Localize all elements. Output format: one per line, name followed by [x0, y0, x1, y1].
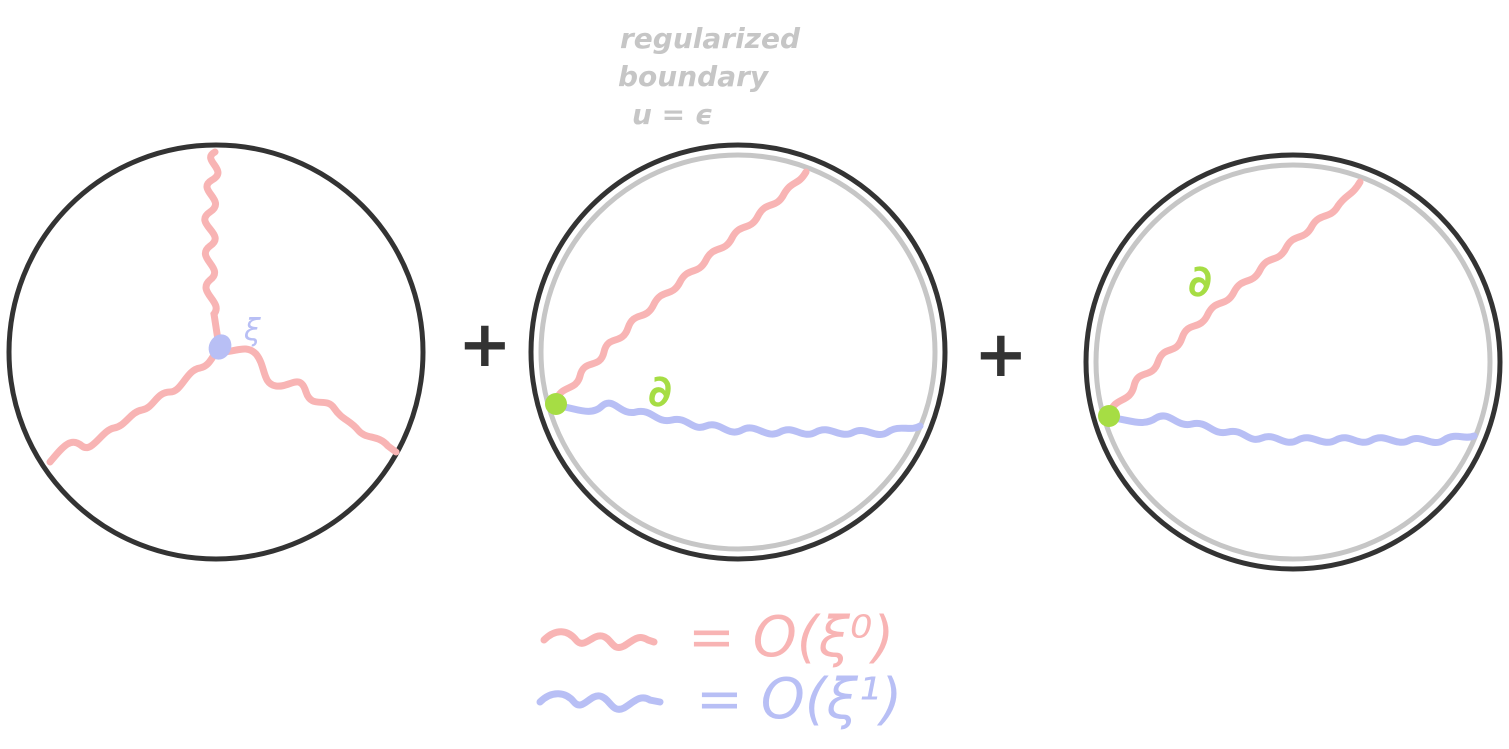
- green-derivative-mark: ∂: [648, 366, 672, 417]
- regularized-boundary-circle: [538, 152, 938, 552]
- red-propagator: [1106, 178, 1364, 418]
- legend-red-squiggle: [540, 628, 658, 651]
- red-propagator-left: [46, 346, 222, 466]
- blue-propagator: [1106, 412, 1478, 447]
- red-propagator: [552, 168, 810, 406]
- diagram-bulk-vertex: ξ: [6, 142, 426, 562]
- plus-operator-1: +: [458, 308, 512, 382]
- legend-red-text: = O(ξ⁰): [688, 605, 894, 670]
- vertex-xi-label: ξ: [243, 313, 261, 348]
- legend-blue-squiggle: [536, 690, 664, 713]
- green-insertion-dot: [545, 393, 567, 415]
- boundary-circle: [6, 142, 426, 562]
- red-propagator-up: [201, 148, 222, 344]
- regularized-boundary-circle: [1093, 162, 1493, 562]
- plus-operator-2: +: [974, 318, 1028, 392]
- regularized-boundary-annotation: regularized boundary u = ϵ: [618, 22, 801, 131]
- annotation-line-3: u = ϵ: [632, 98, 713, 131]
- legend: = O(ξ⁰) = O(ξ¹): [536, 605, 902, 732]
- green-derivative-mark: ∂: [1188, 256, 1212, 307]
- annotation-line-1: regularized: [620, 22, 801, 55]
- diagram-boundary-insertion-2: ∂: [1083, 152, 1503, 572]
- diagram-boundary-insertion-1: ∂: [528, 142, 948, 562]
- bulk-vertex-blob: [208, 334, 232, 360]
- red-propagator-right: [218, 345, 400, 456]
- boundary-circle: [528, 142, 948, 562]
- green-insertion-dot: [1098, 405, 1120, 427]
- blue-propagator: [552, 399, 924, 439]
- boundary-circle: [1083, 152, 1503, 572]
- legend-blue-text: = O(ξ¹): [696, 667, 902, 732]
- annotation-line-2: boundary: [618, 60, 770, 93]
